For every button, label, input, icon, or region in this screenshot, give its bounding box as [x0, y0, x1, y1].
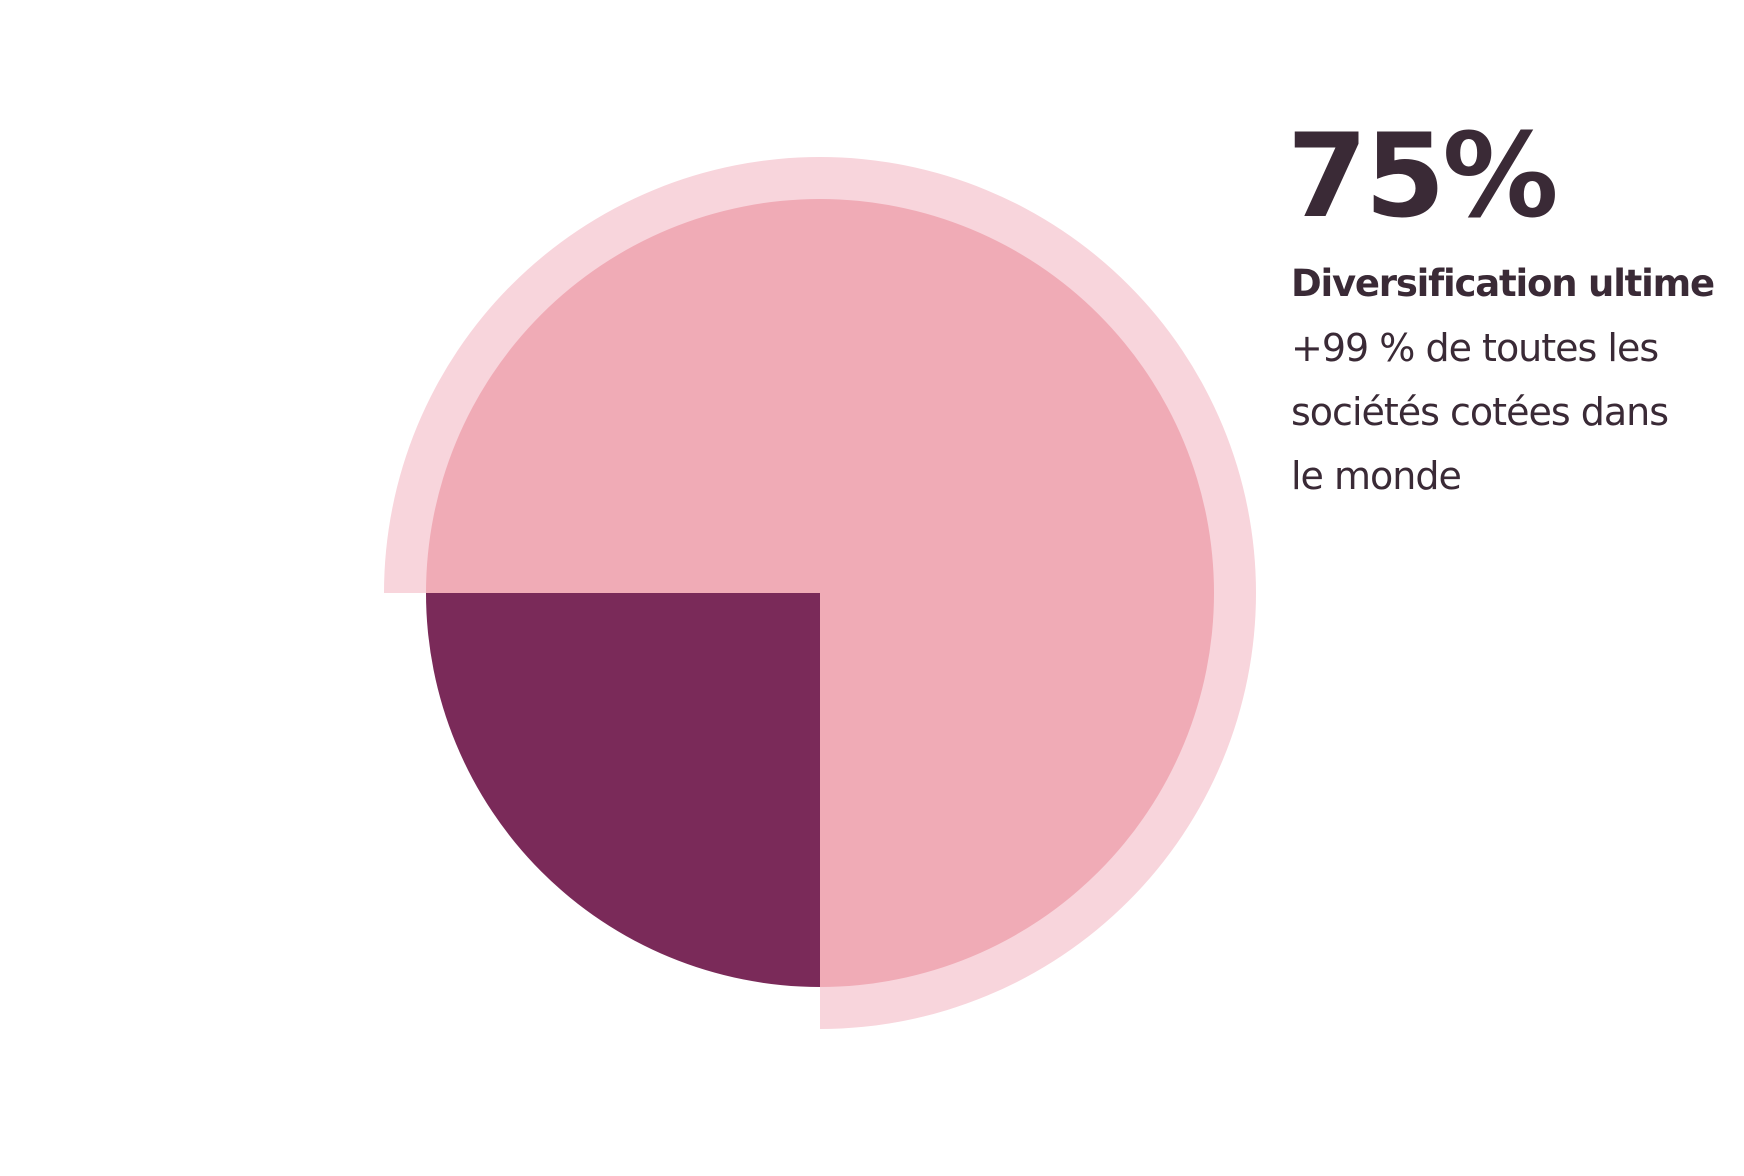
slice: [426, 593, 820, 987]
annotation-line: +99 % de toutes les: [1291, 326, 1658, 370]
chart-subtitle: Diversification ultime: [1291, 262, 1714, 305]
annotation-line: sociétés cotées dans: [1291, 390, 1668, 434]
annotation-line: le monde: [1291, 454, 1461, 498]
value-label: 75%: [1287, 109, 1556, 244]
